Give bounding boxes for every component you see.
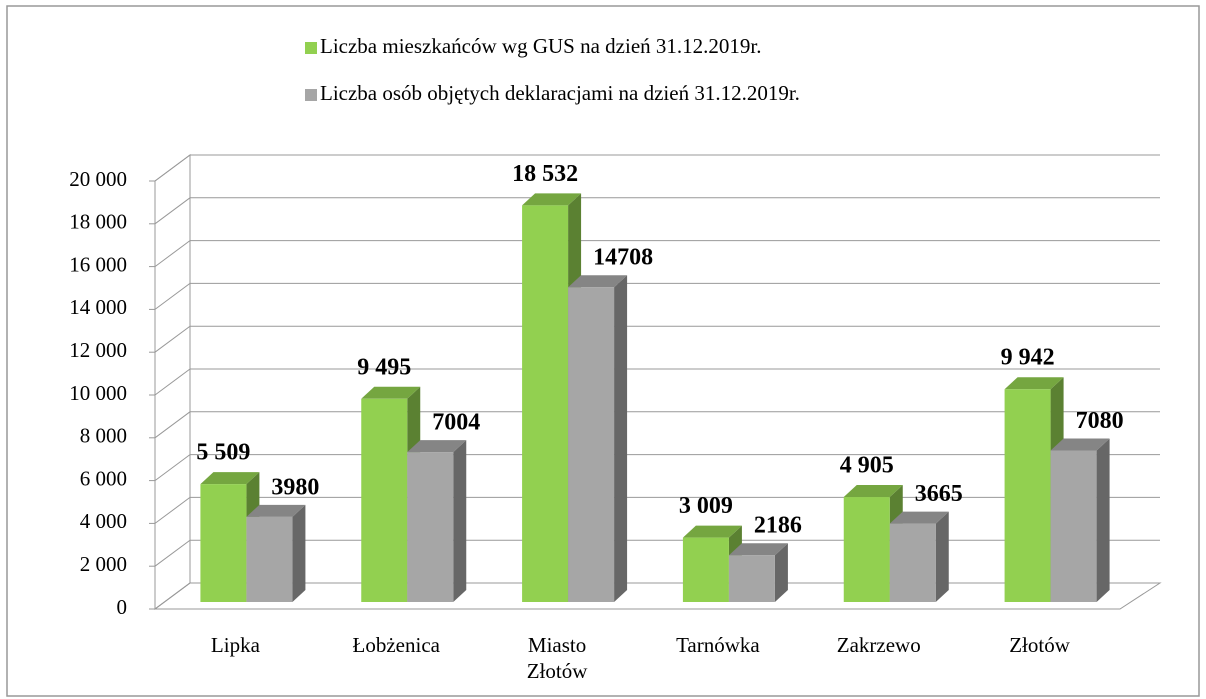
x-tick-label: Złotów — [1009, 633, 1070, 657]
bar-front — [568, 287, 615, 602]
bar-top — [1050, 438, 1110, 451]
bar-top — [522, 193, 582, 206]
y-tick-label: 12 000 — [69, 338, 127, 362]
x-tick-label: Tarnówka — [676, 633, 760, 657]
bar-side — [774, 543, 788, 602]
bar-side — [935, 511, 949, 602]
bar-front — [682, 537, 729, 602]
data-label: 9 942 — [1001, 345, 1055, 371]
grid-line — [154, 154, 1160, 182]
data-label: 7004 — [432, 410, 480, 436]
grid-line — [154, 411, 1160, 439]
bar-side — [453, 440, 467, 602]
x-tick-label: Łobżenica — [352, 633, 440, 657]
bar — [568, 275, 628, 602]
legend-swatch — [305, 89, 317, 101]
bar — [246, 504, 306, 602]
chart-border — [6, 5, 1200, 697]
bar — [407, 440, 467, 602]
bar-front — [246, 516, 293, 602]
bar — [889, 511, 949, 602]
grid-line — [154, 496, 1160, 524]
legend-swatch — [305, 42, 317, 54]
y-tick-label: 14 000 — [69, 295, 127, 319]
data-label: 9 495 — [357, 354, 411, 380]
y-tick-label: 2 000 — [80, 552, 127, 576]
grid-line — [154, 197, 1160, 225]
bar-side — [614, 275, 628, 602]
y-tick-label: 6 000 — [80, 466, 127, 490]
y-tick-label: 18 000 — [69, 210, 127, 234]
bar-front — [889, 523, 936, 602]
data-label: 18 532 — [512, 161, 578, 187]
bar-top — [1004, 377, 1064, 390]
bar-top — [568, 275, 628, 288]
x-tick-label: Miasto Złotów — [526, 633, 588, 683]
legend-label: Liczba mieszkańców wg GUS na dzień 31.12… — [320, 34, 761, 58]
y-tick-label: 16 000 — [69, 252, 127, 276]
y-tick-label: 10 000 — [69, 381, 127, 405]
bar-front — [200, 484, 247, 602]
bar-top — [682, 525, 742, 538]
y-tick-label: 8 000 — [80, 424, 127, 448]
y-tick-label: 0 — [117, 595, 128, 619]
grid-line — [154, 240, 1160, 268]
data-label: 3980 — [271, 474, 319, 500]
bar-front — [728, 555, 775, 602]
bar-side — [292, 504, 306, 602]
legend-label: Liczba osób objętych deklaracjami na dzi… — [320, 81, 800, 105]
bar — [728, 543, 788, 602]
grid-line — [154, 325, 1160, 353]
grid-line — [154, 539, 1160, 567]
data-label: 5 509 — [196, 440, 250, 466]
grid-line — [154, 368, 1160, 396]
bar — [1050, 438, 1110, 602]
bar-top — [728, 543, 788, 556]
grid-line — [154, 282, 1160, 310]
x-tick-label: Lipka — [210, 633, 260, 657]
bar-front — [1050, 450, 1097, 602]
bar-front — [407, 452, 454, 602]
bar-top — [200, 472, 260, 485]
data-label: 3 009 — [679, 493, 733, 519]
data-label: 14708 — [593, 245, 653, 271]
bar-side — [1096, 438, 1110, 602]
bar-top — [843, 485, 903, 498]
data-label: 7080 — [1076, 408, 1124, 434]
bar-top — [361, 386, 421, 399]
x-tick-label: Zakrzewo — [836, 633, 921, 657]
y-tick-label: 20 000 — [69, 167, 127, 191]
bar-front — [1004, 389, 1051, 602]
data-label: 2186 — [754, 513, 802, 539]
bar-top — [246, 504, 306, 517]
grid-line — [154, 582, 1160, 610]
bar-top — [889, 511, 949, 524]
grid-line — [154, 454, 1160, 482]
data-label: 4 905 — [840, 453, 894, 479]
y-tick-label: 4 000 — [80, 509, 127, 533]
bar-front — [522, 205, 569, 602]
bar-front — [843, 497, 890, 602]
data-label: 3665 — [915, 481, 963, 507]
bar-top — [407, 440, 467, 453]
bar-front — [361, 398, 408, 602]
